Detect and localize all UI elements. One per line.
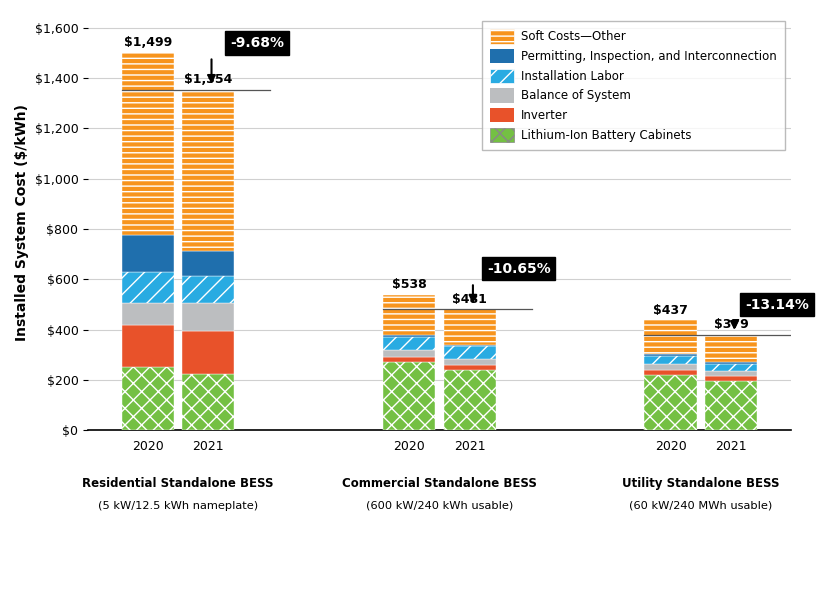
Text: -9.68%: -9.68% xyxy=(230,36,285,50)
Legend: Soft Costs—Other, Permitting, Inspection, and Interconnection, Installation Labo: Soft Costs—Other, Permitting, Inspection… xyxy=(482,21,785,150)
Text: Residential Standalone BESS: Residential Standalone BESS xyxy=(82,477,274,490)
Bar xyxy=(644,320,697,353)
Bar xyxy=(383,350,436,358)
Bar xyxy=(121,234,174,272)
Bar xyxy=(444,359,496,365)
Bar xyxy=(383,362,436,430)
Bar xyxy=(644,353,697,356)
Bar xyxy=(121,325,174,366)
Text: (600 kW/240 kWh usable): (600 kW/240 kWh usable) xyxy=(365,501,513,511)
Bar xyxy=(644,356,697,363)
Bar xyxy=(644,375,697,430)
Bar xyxy=(121,272,174,303)
Bar xyxy=(705,377,757,381)
Text: Utility Standalone BESS: Utility Standalone BESS xyxy=(622,477,780,490)
Bar xyxy=(121,53,174,234)
Text: -10.65%: -10.65% xyxy=(487,262,550,275)
Bar xyxy=(444,370,496,430)
Bar xyxy=(705,381,757,430)
Text: $379: $379 xyxy=(714,318,748,332)
Bar xyxy=(705,362,757,363)
Bar xyxy=(182,251,234,276)
Bar xyxy=(705,363,757,371)
Bar xyxy=(644,363,697,370)
Text: $538: $538 xyxy=(392,278,427,291)
Text: $1,354: $1,354 xyxy=(184,73,233,86)
Bar xyxy=(644,370,697,375)
Bar xyxy=(121,366,174,430)
Bar xyxy=(444,346,496,359)
Bar xyxy=(182,374,234,430)
Bar xyxy=(121,303,174,325)
Bar xyxy=(182,303,234,332)
Bar xyxy=(383,295,436,335)
Y-axis label: Installed System Cost ($/kWh): Installed System Cost ($/kWh) xyxy=(15,104,29,341)
Bar xyxy=(444,345,496,346)
Bar xyxy=(182,89,234,251)
Bar xyxy=(182,332,234,374)
Bar xyxy=(705,335,757,362)
Bar xyxy=(705,371,757,377)
Bar xyxy=(383,335,436,337)
Text: -13.14%: -13.14% xyxy=(745,298,808,311)
Bar xyxy=(383,358,436,362)
Text: $437: $437 xyxy=(653,304,688,317)
Text: $481: $481 xyxy=(452,292,487,305)
Text: (60 kW/240 MWh usable): (60 kW/240 MWh usable) xyxy=(629,501,772,511)
Text: $1,499: $1,499 xyxy=(124,36,172,49)
Text: (5 kW/12.5 kWh nameplate): (5 kW/12.5 kWh nameplate) xyxy=(98,501,258,511)
Bar xyxy=(182,276,234,303)
Bar xyxy=(383,337,436,350)
Bar xyxy=(444,365,496,370)
Bar xyxy=(444,310,496,345)
Text: Commercial Standalone BESS: Commercial Standalone BESS xyxy=(342,477,537,490)
